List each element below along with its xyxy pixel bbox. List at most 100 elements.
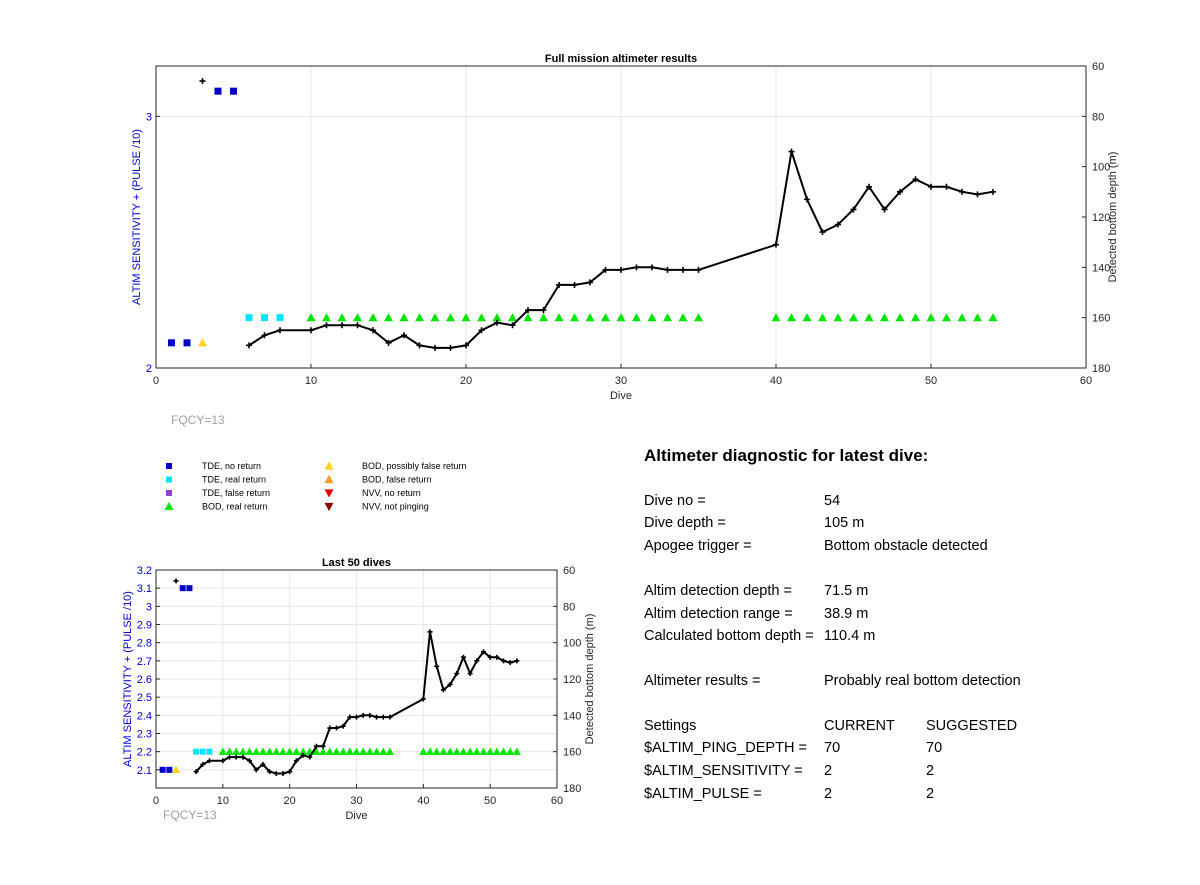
bottom-depth-point [474, 658, 480, 664]
full-mission-chart: 0 10 20 30 40 50 60 2 3 60 80 100 120 140 160 180 Full m… [131, 53, 1119, 427]
bod-real-return-marker [430, 313, 440, 322]
bottom-depth-point [633, 264, 640, 271]
bottom-depth-point [206, 758, 212, 764]
bod-real-return-marker [506, 747, 515, 755]
bod-real-return-marker [218, 747, 227, 755]
setting-current: 2 [824, 786, 833, 802]
bottom-depth-point [959, 188, 965, 195]
marker-legend: TDE, no return TDE, real return TDE, false… [164, 461, 467, 512]
bod-real-return-marker [880, 313, 889, 322]
y-left-tick-label: 2.3 [137, 729, 152, 741]
diag-value: 105 m [824, 515, 865, 531]
bod-real-return-marker [446, 747, 455, 755]
settings-header-suggested: SUGGESTED [926, 718, 1018, 734]
bod-real-return-marker [446, 313, 455, 322]
bod-real-return-marker [337, 313, 347, 322]
bod-real-return-marker [339, 747, 348, 755]
tde-real-return-marker [206, 748, 213, 755]
y-left-tick-label: 3.2 [137, 565, 152, 577]
bod-real-return-marker [238, 747, 247, 755]
tde-no-return-marker [179, 585, 186, 592]
bottom-depth-point [509, 322, 516, 329]
bod-real-return-marker [459, 747, 468, 755]
bod-real-return-marker [492, 313, 502, 322]
diag-value: 71.5 m [824, 583, 869, 599]
diag-label: Altim detection depth = [644, 583, 792, 599]
bottom-depth-point [835, 221, 841, 228]
diag-label: Dive depth = [644, 515, 726, 531]
y-right-axis-label: Detected bottom depth (m) [1107, 152, 1119, 283]
x-tick-label: 60 [551, 795, 563, 807]
diag-label: Altimeter results = [644, 673, 761, 689]
bottom-depth-point [360, 712, 366, 718]
tde-no-return-marker [214, 87, 222, 95]
bottom-depth-point [380, 714, 386, 720]
y-right-tick-label: 160 [563, 747, 581, 759]
bod-real-return-marker [385, 747, 394, 755]
bottom-depth-point [246, 342, 252, 349]
x-axis-label: Dive [345, 810, 367, 822]
bottom-depth-point [494, 319, 500, 326]
legend-item: TDE, no return [166, 461, 261, 471]
y-right-tick-label: 140 [1092, 262, 1110, 274]
bottom-depth-point [680, 266, 686, 273]
y-left-tick-label: 2.4 [137, 710, 152, 722]
bottom-depth-point [267, 769, 273, 775]
bottom-depth-point [200, 761, 206, 767]
bottom-depth-point [313, 743, 319, 749]
bod-real-return-marker [299, 747, 308, 755]
bod-real-return-marker [663, 313, 672, 322]
bottom-depth-point [912, 176, 919, 183]
bottom-depth-point [354, 714, 359, 720]
bod-real-return-marker [352, 747, 361, 755]
y-right-tick-label: 100 [1092, 162, 1110, 174]
y-left-tick-label: 2.1 [137, 765, 152, 777]
bod-real-return-marker [278, 747, 287, 755]
bottom-depth-line [195, 631, 518, 775]
bod-real-return-marker [616, 313, 626, 322]
bottom-depth-point [990, 188, 996, 195]
bod-real-return-marker [694, 313, 703, 322]
bottom-depth-point [440, 687, 446, 693]
bottom-depth-point [385, 339, 392, 346]
bod-real-return-marker [833, 313, 843, 322]
settings-header-label: Settings [644, 718, 697, 734]
settings-header-current: CURRENT [824, 718, 895, 734]
bod-real-return-marker [379, 747, 388, 755]
bottom-depth-point [494, 654, 500, 660]
bottom-depth-point [460, 654, 466, 660]
bottom-depth-point [463, 342, 469, 349]
x-axis-label: Dive [610, 390, 632, 402]
x-tick-label: 30 [350, 795, 362, 807]
tde-real-return-marker [261, 314, 268, 322]
bottom-depth-point [387, 714, 393, 720]
bottom-depth-point [434, 663, 440, 669]
setting-label: $ALTIM_PING_DEPTH = [644, 740, 807, 756]
bottom-depth-point [454, 671, 460, 677]
tde-no-return-marker [183, 339, 191, 347]
legend-item: TDE, real return [166, 475, 266, 485]
bottom-depth-point [401, 332, 407, 339]
bottom-depth-point [432, 344, 438, 351]
bottom-depth-point [587, 279, 593, 286]
bottom-depth-point [480, 649, 486, 655]
bod-real-return-marker [432, 747, 441, 755]
bottom-depth-point [478, 327, 485, 334]
y-right-tick-label: 180 [563, 783, 581, 795]
bottom-depth-point [507, 660, 513, 666]
x-tick-label: 60 [1080, 375, 1092, 387]
y-right-tick-label: 140 [563, 710, 581, 722]
bod-real-return-marker [472, 747, 481, 755]
bod-real-return-marker [492, 747, 501, 755]
bottom-depth-point [354, 322, 361, 329]
tde-no-return-marker [230, 87, 237, 95]
legend-item: BOD, false return [324, 475, 432, 485]
x-tick-label: 10 [305, 375, 317, 387]
bod-real-return-marker [312, 747, 321, 755]
chart-title: Full mission altimeter results [545, 53, 697, 65]
bod-real-return-marker [926, 313, 936, 322]
bod-real-return-marker [345, 747, 354, 755]
tde-no-return-marker [186, 585, 193, 592]
bod-real-return-marker [512, 747, 521, 755]
bod-real-return-marker [415, 313, 424, 322]
